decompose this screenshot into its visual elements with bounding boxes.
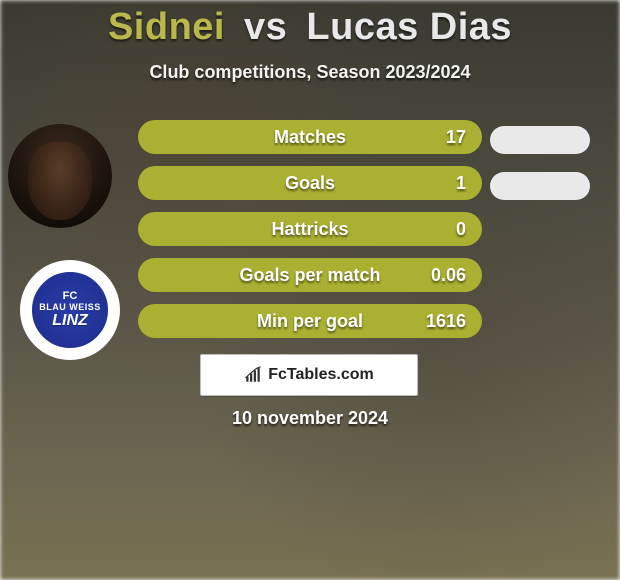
side-pills [490, 120, 610, 218]
stat-rows: Matches17 Goals1 Hattricks0 Goals per match… [138, 120, 482, 350]
stat-value: 1 [456, 166, 466, 200]
stat-value: 1616 [426, 304, 466, 338]
stat-row: Matches17 [138, 120, 482, 154]
stat-value: 0 [456, 212, 466, 246]
stat-value: 17 [446, 120, 466, 154]
barchart-icon [244, 366, 262, 384]
player-avatar [8, 124, 112, 228]
stat-label: Matches [138, 120, 482, 154]
club-badge: FC BLAU WEISS LINZ [20, 260, 120, 360]
footer-brand-box: FcTables.com [200, 354, 418, 396]
stat-row: Hattricks0 [138, 212, 482, 246]
stat-label: Goals per match [138, 258, 482, 292]
stat-label: Goals [138, 166, 482, 200]
subtitle: Club competitions, Season 2023/2024 [0, 62, 620, 83]
stat-value: 0.06 [431, 258, 466, 292]
footer-brand-text: FcTables.com [268, 366, 374, 384]
date-text: 10 november 2024 [0, 408, 620, 429]
stat-row: Goals1 [138, 166, 482, 200]
club-line3: LINZ [52, 312, 88, 330]
side-pill [490, 172, 590, 200]
stat-label: Min per goal [138, 304, 482, 338]
title-player2: Lucas Dias [306, 6, 512, 48]
club-line1: FC [63, 291, 78, 302]
club-line2: BLAU WEISS [39, 302, 101, 312]
title-vs: vs [244, 6, 287, 48]
stat-label: Hattricks [138, 212, 482, 246]
club-badge-inner: FC BLAU WEISS LINZ [28, 268, 112, 352]
title-player1: Sidnei [108, 6, 225, 48]
title: Sidnei vs Lucas Dias [0, 6, 620, 49]
stat-row: Min per goal1616 [138, 304, 482, 338]
stat-row: Goals per match0.06 [138, 258, 482, 292]
comparison-infographic: Sidnei vs Lucas Dias Club competitions, … [0, 0, 620, 580]
side-pill [490, 126, 590, 154]
